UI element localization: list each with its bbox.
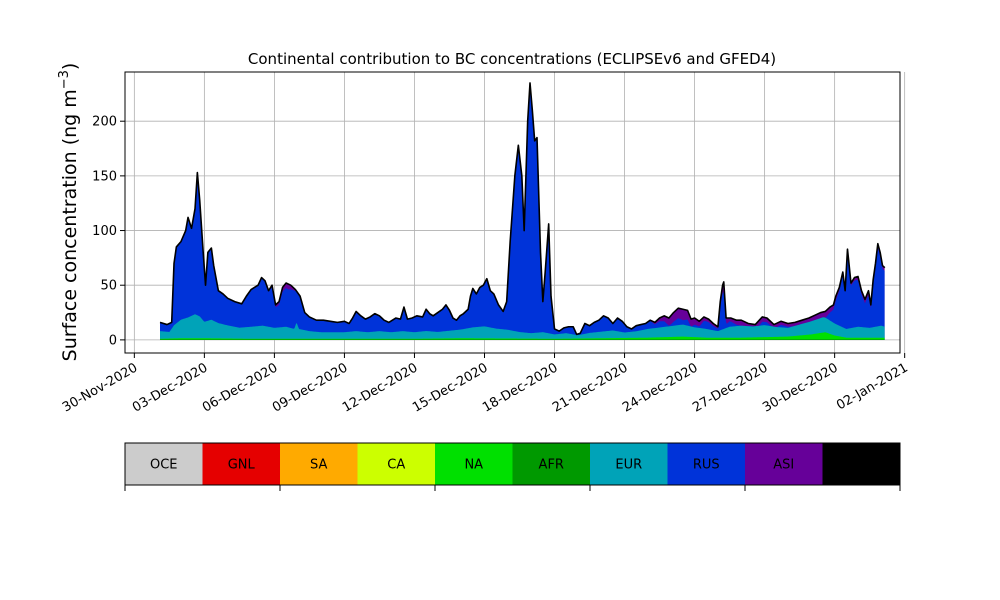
legend-swatch-na: [435, 443, 513, 485]
series-afr-area: [160, 339, 885, 340]
plot-area: 0 50 100 150 200 30-Nov-202003-Dec-202006-Dec…: [60, 71, 911, 416]
y-tick-label: 200: [92, 115, 117, 130]
x-tick-label: 21-Dec-2020: [550, 360, 630, 415]
legend-colorbar: OCE GNL SA CA NA AFR EUR RUS ASI AUS: [124, 442, 901, 491]
legend-label-na: NA: [464, 458, 483, 473]
legend-swatch-aus: [822, 443, 901, 485]
legend-swatch-ca: [357, 443, 436, 485]
y-tick-label: 0: [109, 333, 117, 348]
legend-swatch-gnl: [202, 443, 281, 485]
legend-swatch-rus: [667, 443, 746, 485]
y-tick-label: 100: [92, 224, 117, 239]
series-eur-area: [160, 314, 885, 340]
y-tick-label: 150: [92, 169, 117, 184]
legend-swatch-eur: [590, 443, 668, 485]
y-axis-label: Surface concentration (ng m−3): [57, 63, 81, 362]
axes-frame: [124, 71, 901, 354]
legend-swatch-sa: [280, 443, 358, 485]
legend-swatch-asi: [745, 443, 823, 485]
legend-swatch-oce: [125, 443, 203, 485]
x-tick-label: 30-Nov-2020: [60, 360, 140, 415]
chart-title: Continental contribution to BC concentra…: [248, 50, 776, 68]
legend-swatch-afr: [512, 443, 591, 485]
x-tick-label: 12-Dec-2020: [340, 360, 420, 415]
legend-frame: [124, 442, 901, 486]
x-tick-label: 06-Dec-2020: [200, 360, 280, 415]
legend-label-rus: RUS: [693, 458, 720, 473]
x-tick-label: 18-Dec-2020: [480, 360, 560, 415]
series-rus-area: [160, 86, 885, 340]
legend-label-sa: SA: [310, 458, 327, 473]
x-tick-label: 24-Dec-2020: [620, 360, 700, 415]
x-tick-label: 02-Jan-2021: [834, 360, 911, 413]
y-axis-label-main: Surface concentration (ng m: [59, 89, 81, 361]
legend-label-ca: CA: [387, 458, 405, 473]
y-axis-label-close: ): [59, 63, 81, 70]
y-axis-label-exponent: −3: [57, 70, 72, 89]
legend-label-asi: ASI: [773, 458, 794, 473]
series-na-area: [160, 332, 885, 340]
x-tick-label: 15-Dec-2020: [410, 360, 490, 415]
x-tick-label: 27-Dec-2020: [690, 360, 770, 415]
legend-label-gnl: GNL: [228, 458, 256, 473]
y-tick-label: 50: [100, 279, 117, 294]
legend-label-oce: OCE: [150, 458, 178, 473]
legend-label-eur: EUR: [615, 458, 642, 473]
x-tick-label: 03-Dec-2020: [130, 360, 210, 415]
x-tick-label: 09-Dec-2020: [270, 360, 350, 415]
x-tick-label: 30-Dec-2020: [760, 360, 840, 415]
legend-label-aus: AUS: [848, 458, 875, 473]
legend-label-afr: AFR: [539, 458, 564, 473]
series-aus-line: [159, 82, 886, 336]
